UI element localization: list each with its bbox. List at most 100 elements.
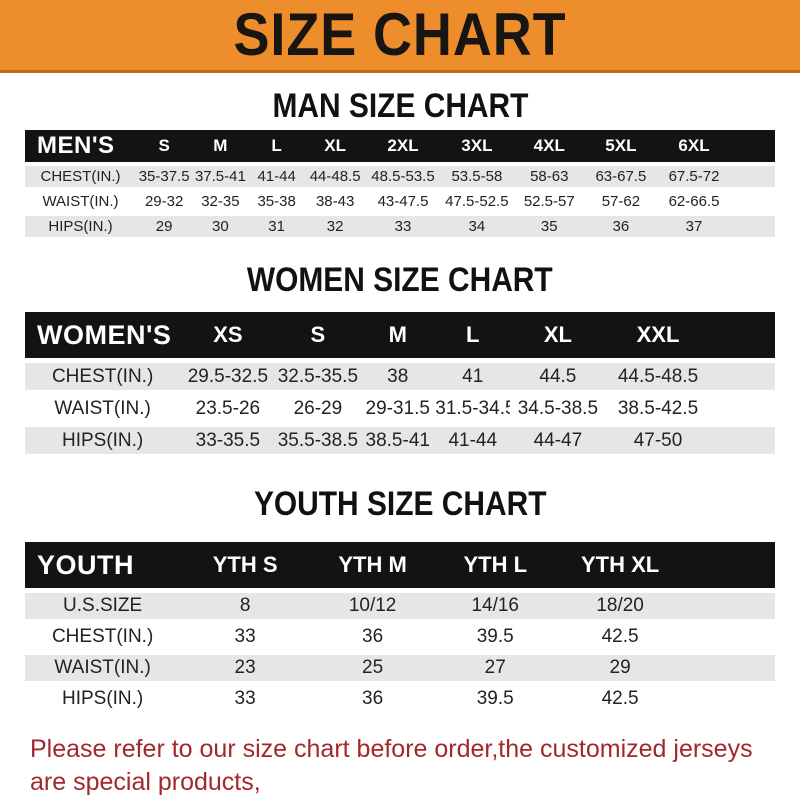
men-measure-row: WAIST(IN.) 29-32 32-35 35-38 38-43 43-47.5 47.…: [25, 191, 775, 212]
women-row-label: WAIST(IN.): [25, 395, 181, 422]
men-header-filler: [731, 130, 775, 162]
youth-size-table: YOUTH YTH S YTH M YTH L YTH XL U.S.SIZE 8 10/12…: [25, 537, 775, 717]
youth-size-value: 10/12: [309, 593, 436, 619]
women-size-value: 38: [360, 363, 436, 390]
men-size-column-header: M: [192, 130, 249, 162]
women-size-value: 38.5-41: [360, 427, 436, 454]
women-size-value: 44.5-48.5: [605, 363, 711, 390]
men-size-column-header: XL: [304, 130, 366, 162]
women-size-value: 35.5-38.5: [275, 427, 361, 454]
women-size-value: 31.5-34.5: [435, 395, 511, 422]
youth-size-value: 36: [309, 624, 436, 650]
youth-size-value: 42.5: [555, 686, 685, 712]
men-size-value: 38-43: [304, 191, 366, 212]
women-size-column-header: S: [275, 312, 361, 358]
youth-measure-row: WAIST(IN.) 23 25 27 29: [25, 655, 775, 681]
men-corner-label: MEN'S: [25, 130, 136, 162]
men-size-value: 35-37.5: [136, 166, 193, 187]
women-size-column-header: XL: [510, 312, 606, 358]
banner-title: SIZE CHART: [233, 1, 567, 68]
women-size-value: 26-29: [275, 395, 361, 422]
men-size-value: 47.5-52.5: [440, 191, 514, 212]
youth-measure-row: U.S.SIZE 8 10/12 14/16 18/20: [25, 593, 775, 619]
men-size-value: 57-62: [585, 191, 657, 212]
women-size-value: 34.5-38.5: [510, 395, 606, 422]
men-size-column-header: S: [136, 130, 193, 162]
women-size-table: WOMEN'S XS S M L XL XXL CHEST(IN.) 29.5-32.5 32.5…: [25, 307, 775, 459]
youth-measure-row: CHEST(IN.) 33 36 39.5 42.5: [25, 624, 775, 650]
women-section-title: WOMEN SIZE CHART: [0, 261, 800, 300]
men-measure-row: CHEST(IN.) 35-37.5 37.5-41 41-44 44-48.5 48.5…: [25, 166, 775, 187]
women-header-row: WOMEN'S XS S M L XL XXL: [25, 312, 775, 358]
men-row-filler: [731, 216, 775, 237]
youth-size-column-header: YTH M: [309, 542, 436, 588]
women-row-filler: [710, 363, 775, 390]
men-size-value: 43-47.5: [365, 191, 441, 212]
men-size-value: 35: [513, 216, 586, 237]
women-row-filler: [710, 395, 775, 422]
men-header-row: MEN'S S M L XL 2XL 3XL 4XL 5XL 6XL: [25, 130, 775, 162]
youth-row-label: U.S.SIZE: [25, 593, 181, 619]
men-size-value: 29: [136, 216, 193, 237]
men-size-column-header: 3XL: [440, 130, 514, 162]
men-size-value: 37: [656, 216, 732, 237]
men-size-value: 41-44: [248, 166, 305, 187]
women-size-value: 44.5: [510, 363, 606, 390]
youth-size-value: 25: [309, 655, 436, 681]
women-size-column-header: L: [435, 312, 511, 358]
youth-header-filler: [684, 542, 775, 588]
women-size-value: 41-44: [435, 427, 511, 454]
men-row-label: CHEST(IN.): [25, 166, 136, 187]
men-size-value: 44-48.5: [304, 166, 366, 187]
youth-size-value: 36: [309, 686, 436, 712]
women-row-label: HIPS(IN.): [25, 427, 181, 454]
men-section-title-text: MAN SIZE CHART: [272, 87, 528, 125]
men-size-value: 58-63: [513, 166, 586, 187]
youth-size-value: 23: [180, 655, 310, 681]
youth-size-value: 29: [555, 655, 685, 681]
men-size-value: 52.5-57: [513, 191, 586, 212]
youth-size-column-header: YTH S: [180, 542, 310, 588]
men-size-value: 53.5-58: [440, 166, 514, 187]
women-measure-row: WAIST(IN.) 23.5-26 26-29 29-31.5 31.5-34.5 34…: [25, 395, 775, 422]
youth-row-filler: [684, 624, 775, 650]
women-size-value: 29-31.5: [360, 395, 436, 422]
women-size-value: 23.5-26: [180, 395, 276, 422]
men-size-value: 48.5-53.5: [365, 166, 441, 187]
women-size-value: 41: [435, 363, 511, 390]
men-size-value: 32-35: [192, 191, 249, 212]
men-size-value: 33: [365, 216, 441, 237]
men-size-value: 30: [192, 216, 249, 237]
youth-size-column-header: YTH L: [435, 542, 556, 588]
women-size-column-header: XS: [180, 312, 276, 358]
youth-row-filler: [684, 593, 775, 619]
order-notice-line-1: Please refer to our size chart before or…: [30, 735, 753, 796]
men-size-value: 31: [248, 216, 305, 237]
women-size-value: 33-35.5: [180, 427, 276, 454]
men-row-label: HIPS(IN.): [25, 216, 136, 237]
youth-size-value: 33: [180, 686, 310, 712]
youth-size-value: 33: [180, 624, 310, 650]
men-size-value: 34: [440, 216, 514, 237]
women-size-value: 47-50: [605, 427, 711, 454]
men-size-table: MEN'S S M L XL 2XL 3XL 4XL 5XL 6XL CHEST(IN.) 35-37…: [25, 126, 775, 241]
youth-size-value: 39.5: [435, 624, 556, 650]
women-size-value: 44-47: [510, 427, 606, 454]
women-header-filler: [710, 312, 775, 358]
women-size-value: 29.5-32.5: [180, 363, 276, 390]
men-size-value: 36: [585, 216, 657, 237]
women-measure-row: HIPS(IN.) 33-35.5 35.5-38.5 38.5-41 41-44 44-…: [25, 427, 775, 454]
order-notice: Please refer to our size chart before or…: [30, 733, 790, 800]
youth-header-row: YOUTH YTH S YTH M YTH L YTH XL: [25, 542, 775, 588]
men-size-value: 63-67.5: [585, 166, 657, 187]
men-section-title: MAN SIZE CHART: [0, 87, 800, 126]
youth-row-label: CHEST(IN.): [25, 624, 181, 650]
youth-corner-label: YOUTH: [25, 542, 181, 588]
women-section-title-text: WOMEN SIZE CHART: [247, 261, 553, 299]
youth-row-filler: [684, 655, 775, 681]
men-size-column-header: 6XL: [656, 130, 732, 162]
youth-size-value: 42.5: [555, 624, 685, 650]
youth-measure-row: HIPS(IN.) 33 36 39.5 42.5: [25, 686, 775, 712]
banner: SIZE CHART: [0, 0, 800, 73]
